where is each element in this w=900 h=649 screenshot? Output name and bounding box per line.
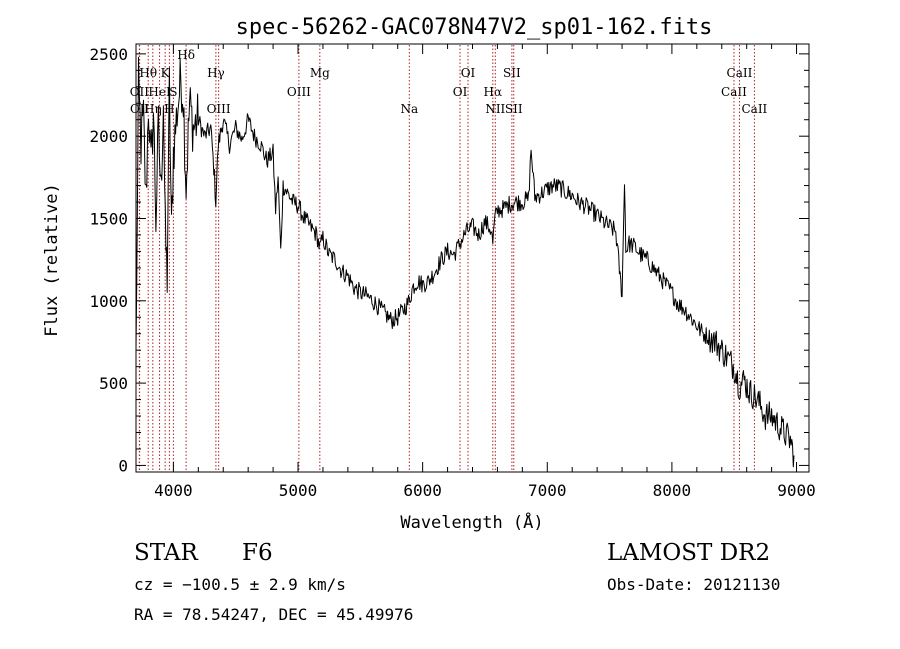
x-tick-label: 9000 (777, 481, 816, 500)
line-marker-label: CaII (741, 102, 767, 116)
line-marker-label: NII (485, 102, 505, 116)
x-tick-label: 5000 (279, 481, 318, 500)
x-axis-label: Wavelength (Å) (400, 511, 543, 533)
x-tick-label: 6000 (403, 481, 442, 500)
obs-date: Obs-Date: 20121130 (607, 575, 781, 594)
redshift-value: cz = −100.5 ± 2.9 km/s (134, 575, 346, 594)
line-marker-label: OIII (287, 85, 311, 99)
spectrum-data (135, 56, 795, 468)
line-marker-label: Mg (310, 66, 330, 80)
x-tick-label: 8000 (653, 481, 692, 500)
line-marker-label: Hα (484, 85, 503, 99)
y-tick-label: 500 (99, 374, 128, 393)
line-marker-label: K (161, 66, 171, 80)
line-marker-label: Na (400, 102, 418, 116)
line-marker-label: Hδ (177, 48, 195, 62)
line-marker-label: HeI (148, 85, 171, 99)
y-tick-label: 0 (118, 456, 128, 475)
line-marker-label: S (169, 85, 177, 99)
line-marker-label: Hθ (139, 66, 157, 80)
y-tick-label: 2500 (89, 45, 128, 64)
line-marker-label: Hγ (207, 66, 225, 80)
line-marker-label: CaII (727, 66, 753, 80)
survey-name: LAMOST DR2 (607, 540, 771, 566)
coordinates: RA = 78.54247, DEC = 45.49976 (134, 605, 414, 624)
x-tick-label: 7000 (528, 481, 567, 500)
line-marker-label: Hη (144, 102, 162, 116)
chart-title: spec-56262-GAC078N47V2_sp01-162.fits (236, 15, 713, 40)
y-tick-label: 1500 (89, 209, 128, 228)
spectral-line-markers: HθOIIOIIHηHeIKHSHδHγOIIIOIIIMgNaOIOIHαNI… (130, 45, 768, 471)
plot-frame (135, 43, 810, 473)
line-marker-label: SII (505, 102, 523, 116)
line-marker-label: CaII (721, 85, 747, 99)
y-tick-label: 1000 (89, 292, 128, 311)
y-axis-label: Flux (relative) (42, 183, 62, 337)
axes: 4000 5000 6000 7000 8000 9000 0 500 1000 1500 2000… (89, 44, 816, 500)
y-tick-label: 2000 (89, 127, 128, 146)
line-marker-label: OI (453, 85, 468, 99)
line-marker-label: OI (461, 66, 476, 80)
object-class: STAR (134, 540, 198, 566)
x-tick-label: 4000 (154, 481, 193, 500)
line-marker-label: SII (503, 66, 521, 80)
spectrum-line (135, 56, 795, 468)
line-marker-label: OIII (207, 102, 231, 116)
object-subclass: F6 (242, 540, 273, 566)
